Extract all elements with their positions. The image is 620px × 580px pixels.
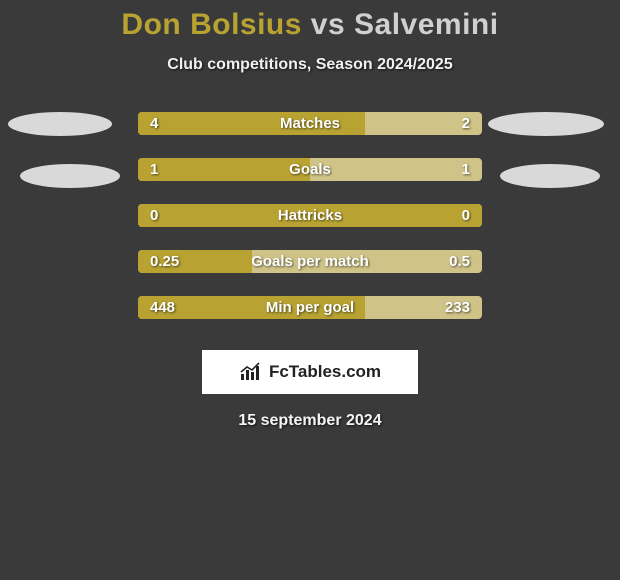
bar-fill-left bbox=[138, 112, 365, 135]
date-text: 15 september 2024 bbox=[0, 412, 620, 430]
stat-value-left: 448 bbox=[150, 296, 175, 319]
bar-fill-left bbox=[138, 204, 482, 227]
stat-row: 0.250.5Goals per match bbox=[0, 250, 620, 296]
bar-track bbox=[138, 158, 482, 181]
stat-row: 448233Min per goal bbox=[0, 296, 620, 342]
stat-value-right: 233 bbox=[445, 296, 470, 319]
bar-fill-left bbox=[138, 158, 310, 181]
bar-track bbox=[138, 250, 482, 273]
page-title: Don Bolsius vs Salvemini bbox=[0, 8, 620, 42]
stat-value-left: 0 bbox=[150, 204, 158, 227]
stat-value-right: 1 bbox=[462, 158, 470, 181]
stat-value-right: 0 bbox=[462, 204, 470, 227]
stat-value-left: 4 bbox=[150, 112, 158, 135]
bar-track bbox=[138, 112, 482, 135]
stat-value-right: 0.5 bbox=[449, 250, 470, 273]
brand-text: FcTables.com bbox=[269, 362, 381, 382]
comparison-card: Don Bolsius vs Salvemini Club competitio… bbox=[0, 0, 620, 430]
stat-value-right: 2 bbox=[462, 112, 470, 135]
subtitle: Club competitions, Season 2024/2025 bbox=[0, 56, 620, 74]
stat-row: 00Hattricks bbox=[0, 204, 620, 250]
player1-name: Don Bolsius bbox=[121, 8, 302, 41]
stats-rows: 42Matches11Goals00Hattricks0.250.5Goals … bbox=[0, 112, 620, 342]
brand-box: FcTables.com bbox=[202, 350, 418, 394]
vs-text: vs bbox=[311, 8, 345, 41]
stat-row: 42Matches bbox=[0, 112, 620, 158]
brand-chart-icon bbox=[239, 362, 263, 382]
stat-value-left: 0.25 bbox=[150, 250, 179, 273]
bar-track bbox=[138, 296, 482, 319]
stat-value-left: 1 bbox=[150, 158, 158, 181]
stat-row: 11Goals bbox=[0, 158, 620, 204]
bar-track bbox=[138, 204, 482, 227]
player2-name: Salvemini bbox=[354, 8, 499, 41]
